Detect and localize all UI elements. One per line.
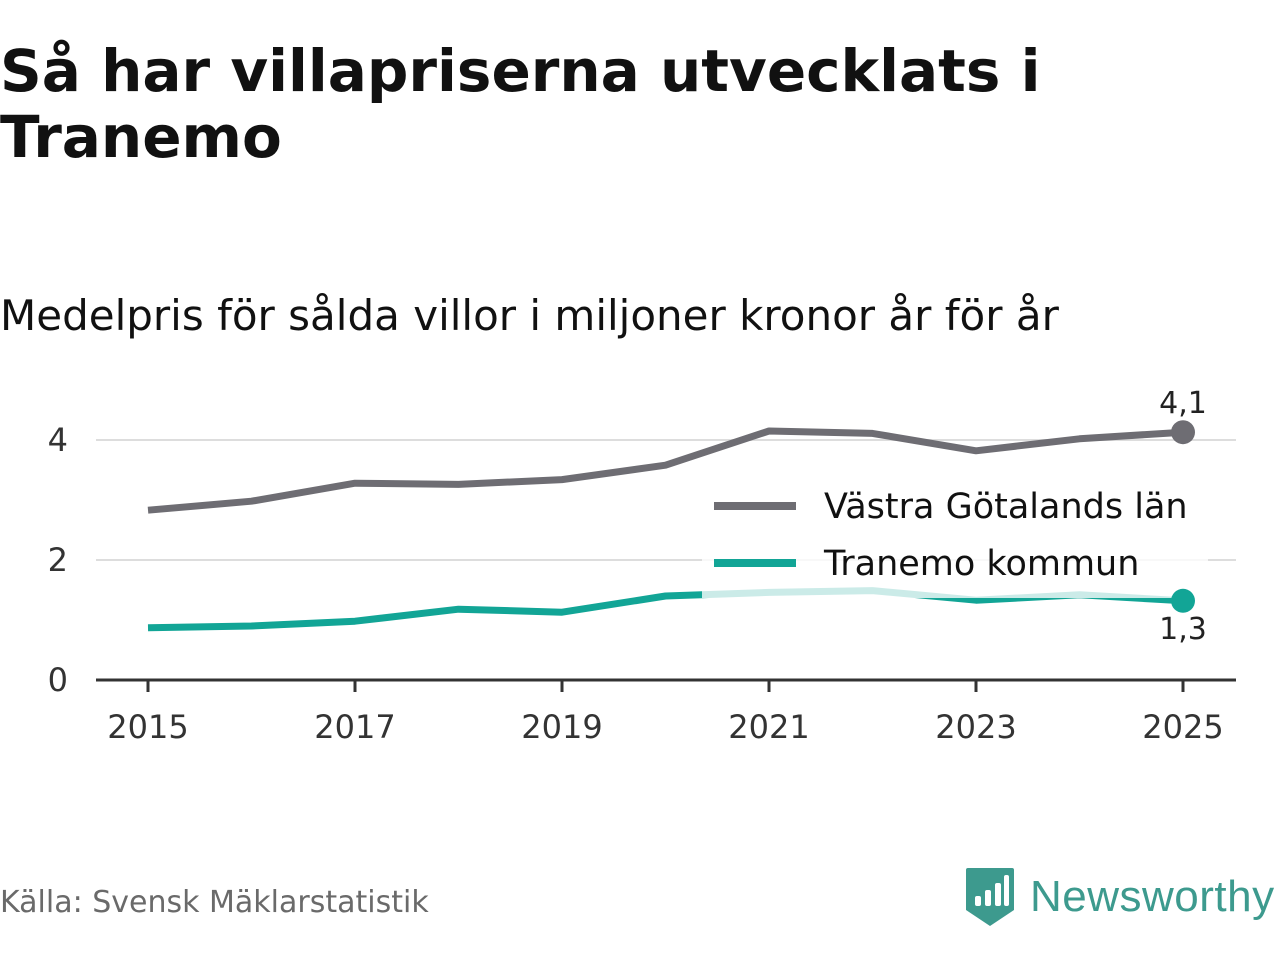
logo-bar-2 — [985, 890, 991, 906]
x-tick-label-2019: 2019 — [521, 708, 602, 746]
series-end-marker-1 — [1171, 420, 1195, 445]
legend-label-2: Tranemo kommun — [823, 544, 1139, 584]
series-end-label-1: 4,1 — [1159, 386, 1207, 421]
series-end-label-2: 1,3 — [1159, 612, 1207, 647]
brand-logo: Newsworthy — [964, 862, 1275, 932]
legend-label-1: Västra Götalands län — [824, 487, 1188, 527]
y-tick-label-0: 0 — [48, 661, 68, 699]
chart-title: Så har villapriserna utvecklats i Tranem… — [0, 37, 1041, 171]
legend-background — [702, 478, 1208, 598]
x-tick-label-2021: 2021 — [728, 708, 809, 746]
x-tick-label-2025: 2025 — [1142, 708, 1223, 746]
series-end-marker-2 — [1171, 588, 1195, 613]
logo-bar-4 — [1004, 875, 1009, 906]
newsworthy-logo-icon — [966, 868, 1014, 926]
source-note: Källa: Svensk Mäklarstatistik — [0, 885, 429, 920]
logo-bar-3 — [995, 883, 1001, 906]
y-tick-label-2: 2 — [48, 541, 68, 579]
series-line-2 — [147, 587, 1184, 632]
series-line-1 — [147, 427, 1184, 514]
chart-subtitle: Medelpris för sålda villor i miljoner kr… — [0, 291, 1059, 340]
x-tick-label-2023: 2023 — [935, 708, 1016, 746]
logo-bar-1 — [975, 896, 981, 906]
x-tick-label-2015: 2015 — [107, 708, 188, 746]
brand-name: Newsworthy — [1030, 872, 1275, 921]
x-tick-label-2017: 2017 — [314, 708, 395, 746]
line-chart: 0 2 4 Västra Götalands län Tranemo kommun 4,1… — [48, 386, 1236, 746]
y-tick-label-4: 4 — [48, 421, 68, 459]
